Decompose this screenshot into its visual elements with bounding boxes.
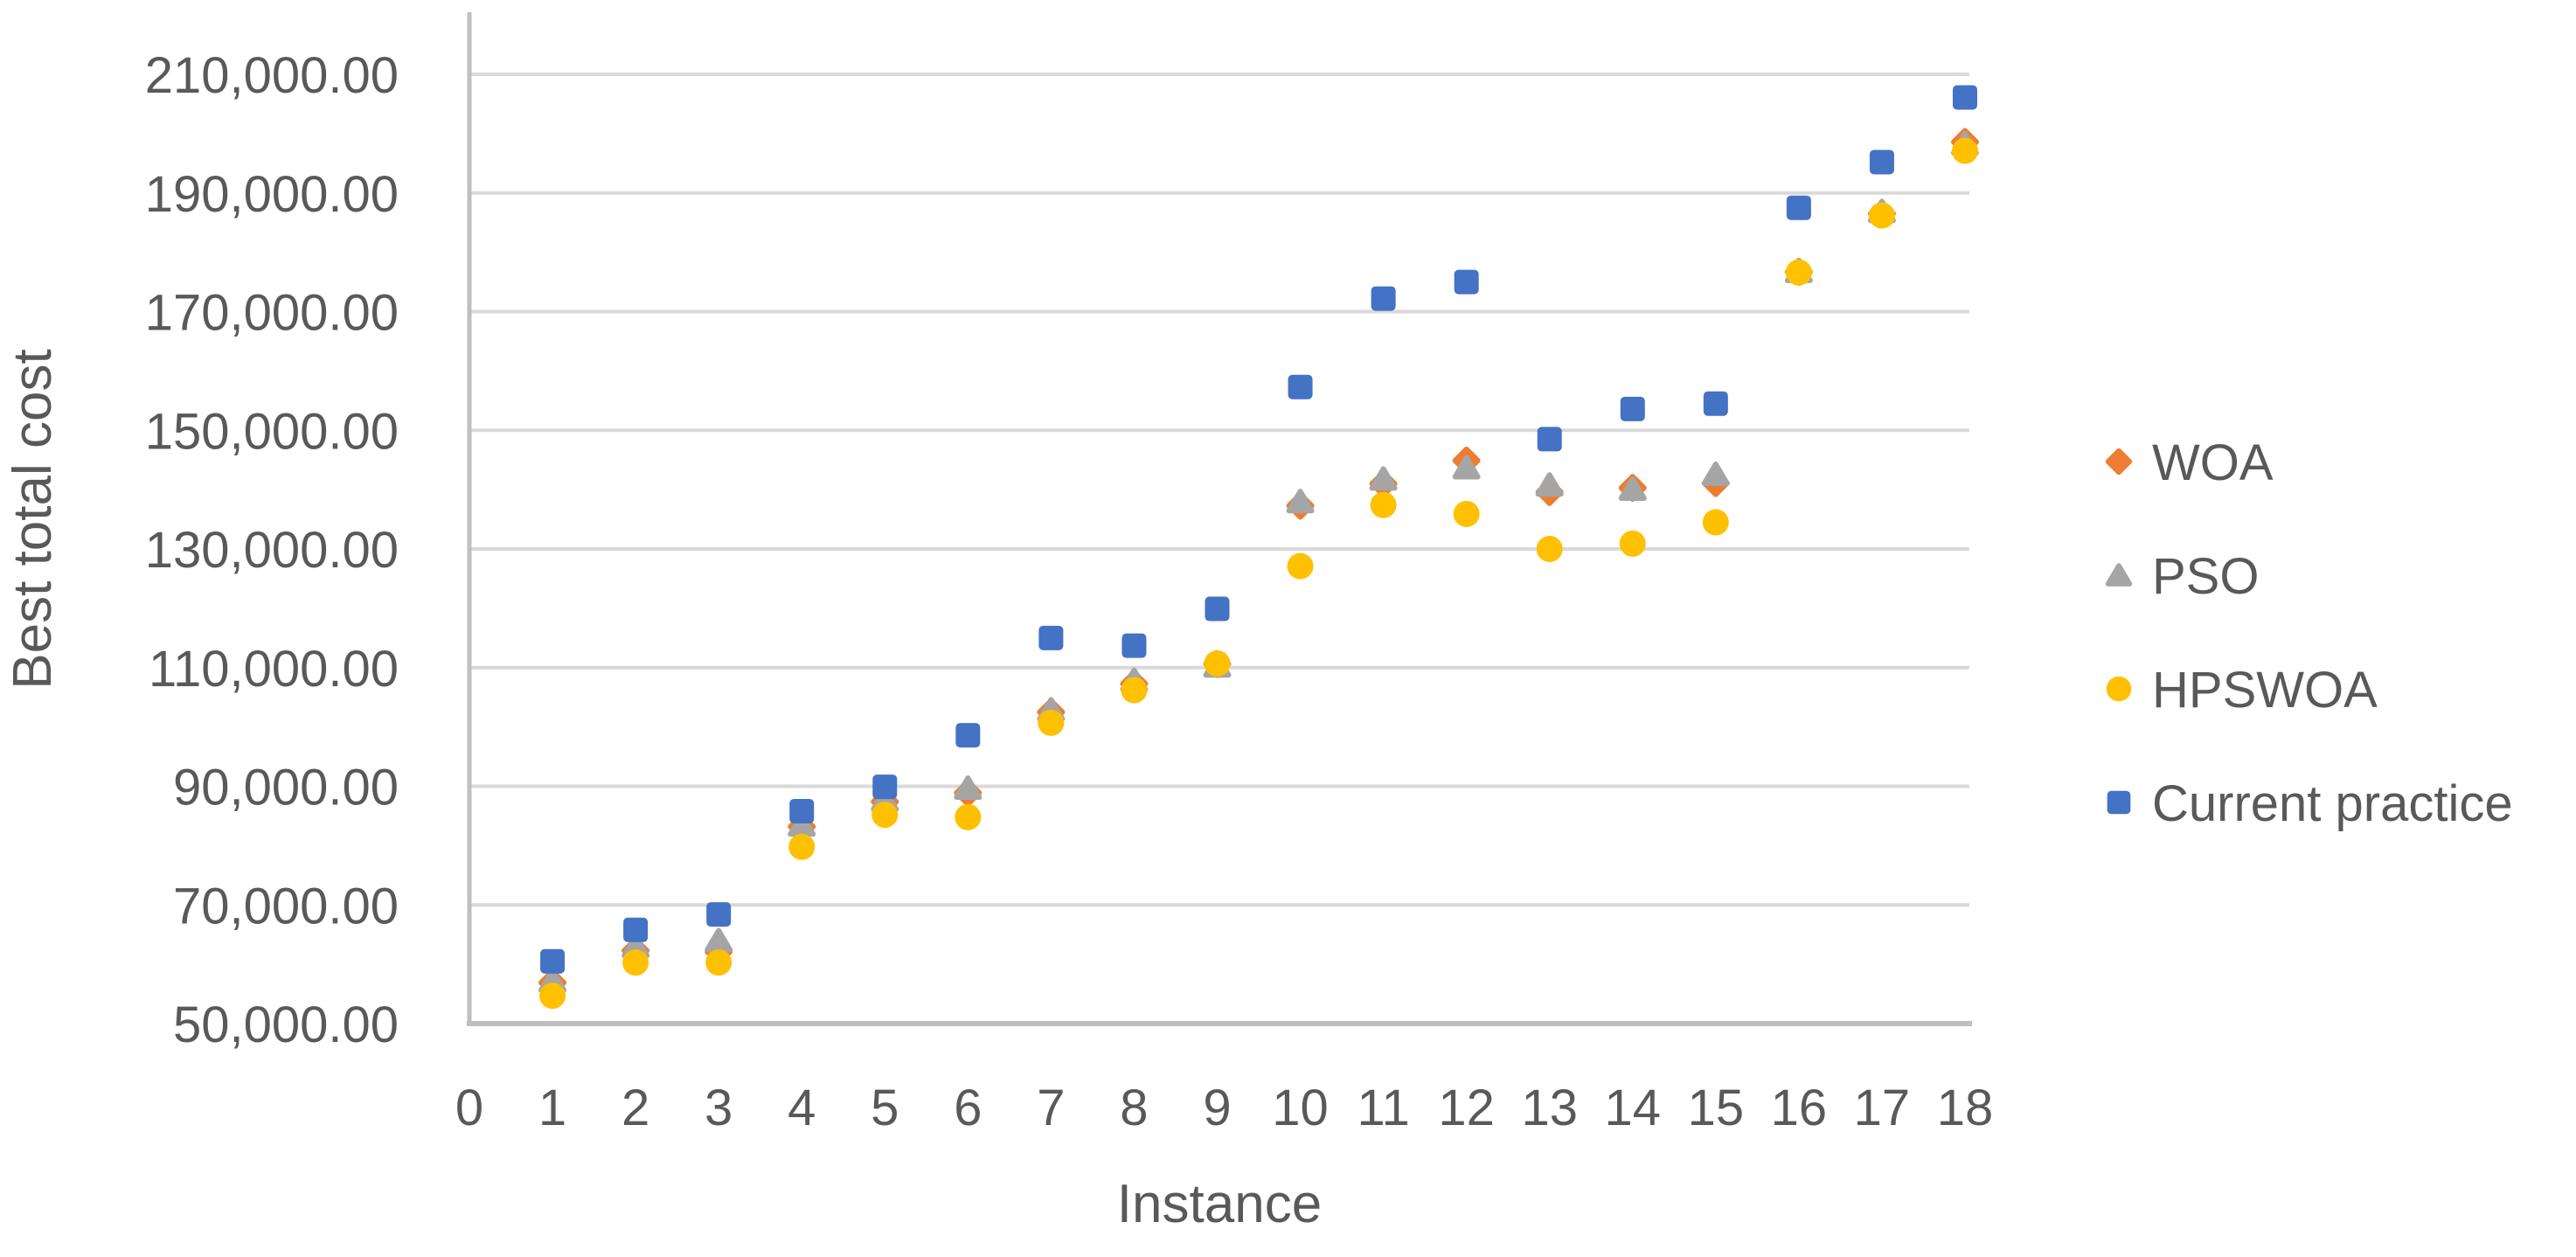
axes [467,12,1972,1026]
point-pso-12 [1452,455,1481,480]
x-tick-label-5: 5 [871,1080,899,1136]
point-pso-14 [1618,476,1647,501]
point-hpswoa-4 [788,833,816,860]
point-pso-3 [705,927,733,953]
point-hpswoa-16 [1785,259,1812,286]
point-hpswoa-14 [1619,530,1646,557]
point-current-practice-11 [1371,286,1396,311]
point-pso-6 [954,775,982,801]
point-current-practice-14 [1620,396,1645,421]
point-hpswoa-8 [1121,677,1148,704]
x-tick-label-15: 15 [1688,1080,1745,1136]
point-pso-10 [1286,489,1315,514]
legend-triangle-icon [2105,563,2133,587]
x-axis-title: Instance [1117,1174,1322,1234]
x-tick-label-17: 17 [1854,1080,1911,1136]
y-tick-label-90000: 90,000.00 [173,760,399,816]
y-tick-label-110000: 110,000.00 [149,641,399,698]
x-tick-label-16: 16 [1771,1080,1828,1136]
point-current-practice-8 [1121,633,1147,658]
legend-diamond-icon [2105,448,2133,476]
y-tick-label-50000: 50,000.00 [173,997,399,1053]
point-hpswoa-1 [539,983,566,1010]
series-current-practice [540,85,1977,974]
x-tick-label-2: 2 [621,1080,649,1136]
point-current-practice-10 [1288,374,1313,399]
point-hpswoa-10 [1287,552,1314,580]
point-hpswoa-3 [705,949,733,976]
x-tick-label-1: 1 [538,1080,566,1136]
x-tick-label-13: 13 [1521,1080,1578,1136]
x-tick-label-14: 14 [1605,1080,1662,1136]
y-tick-label-210000: 210,000.00 [145,47,399,104]
point-pso-13 [1535,472,1564,497]
point-hpswoa-17 [1868,202,1895,229]
x-tick-label-7: 7 [1037,1080,1065,1136]
series-pso [538,130,1979,993]
series-markers [538,85,1979,1010]
y-tick-label-130000: 130,000.00 [145,522,399,579]
point-hpswoa-9 [1204,649,1231,677]
legend-label-pso: PSO [2152,548,2260,605]
point-pso-11 [1369,466,1398,491]
point-hpswoa-7 [1038,709,1065,736]
point-hpswoa-13 [1536,536,1563,562]
point-current-practice-1 [540,948,566,974]
y-tick-label-70000: 70,000.00 [173,878,399,934]
point-pso-15 [1701,461,1730,486]
x-tick-label-3: 3 [705,1080,733,1136]
gridlines [469,73,1969,907]
x-tick-label-0: 0 [455,1080,483,1136]
x-tick-label-12: 12 [1438,1080,1495,1136]
point-hpswoa-5 [871,802,899,829]
point-hpswoa-11 [1370,491,1397,518]
series-woa [538,128,1979,997]
x-tick-labels: 0 1 2 3 4 5 6 7 8 9 10 11 12 13 14 15 16 17 18 [455,1080,1993,1136]
legend-item-pso: PSO [2105,548,2260,605]
x-tick-label-9: 9 [1203,1080,1231,1136]
x-tick-label-6: 6 [954,1080,982,1136]
y-axis-title: Best total cost [3,349,63,689]
point-current-practice-16 [1786,195,1811,220]
point-current-practice-5 [872,774,898,800]
legend-item-hpswoa: HPSWOA [2106,662,2378,719]
point-hpswoa-18 [1952,137,1978,164]
point-hpswoa-6 [955,803,982,830]
point-hpswoa-12 [1453,500,1480,527]
y-tick-label-150000: 150,000.00 [145,403,399,460]
point-current-practice-2 [623,917,649,942]
point-current-practice-18 [1953,85,1977,110]
legend-square-icon [2107,790,2131,815]
x-tick-label-10: 10 [1272,1080,1329,1136]
point-current-practice-17 [1869,149,1894,175]
point-current-practice-9 [1205,596,1230,622]
series-hpswoa [539,137,1978,1010]
legend-label-current-practice: Current practice [2152,775,2513,832]
y-tick-label-170000: 170,000.00 [145,285,399,342]
point-current-practice-12 [1454,269,1479,295]
point-current-practice-6 [955,723,981,748]
x-tick-label-4: 4 [788,1080,816,1136]
x-tick-label-11: 11 [1357,1080,1410,1136]
y-tick-label-190000: 190,000.00 [145,166,399,223]
legend-circle-icon [2106,676,2132,702]
legend-label-hpswoa: HPSWOA [2152,662,2378,719]
point-current-practice-15 [1703,391,1728,416]
legend-label-woa: WOA [2152,434,2274,491]
point-current-practice-13 [1537,427,1562,452]
point-hpswoa-15 [1702,509,1729,536]
point-current-practice-3 [706,902,732,927]
legend-item-woa: WOA [2105,434,2274,491]
point-current-practice-7 [1038,625,1064,650]
x-tick-label-18: 18 [1937,1080,1994,1136]
y-tick-labels: 50,000.00 70,000.00 90,000.00 110,000.00 130… [145,47,399,1053]
point-current-practice-4 [789,799,815,824]
point-hpswoa-2 [622,949,649,976]
x-tick-label-8: 8 [1120,1080,1148,1136]
legend: WOA PSO HPSWOA Current practice [2105,434,2513,832]
legend-item-current-practice: Current practice [2107,775,2513,832]
